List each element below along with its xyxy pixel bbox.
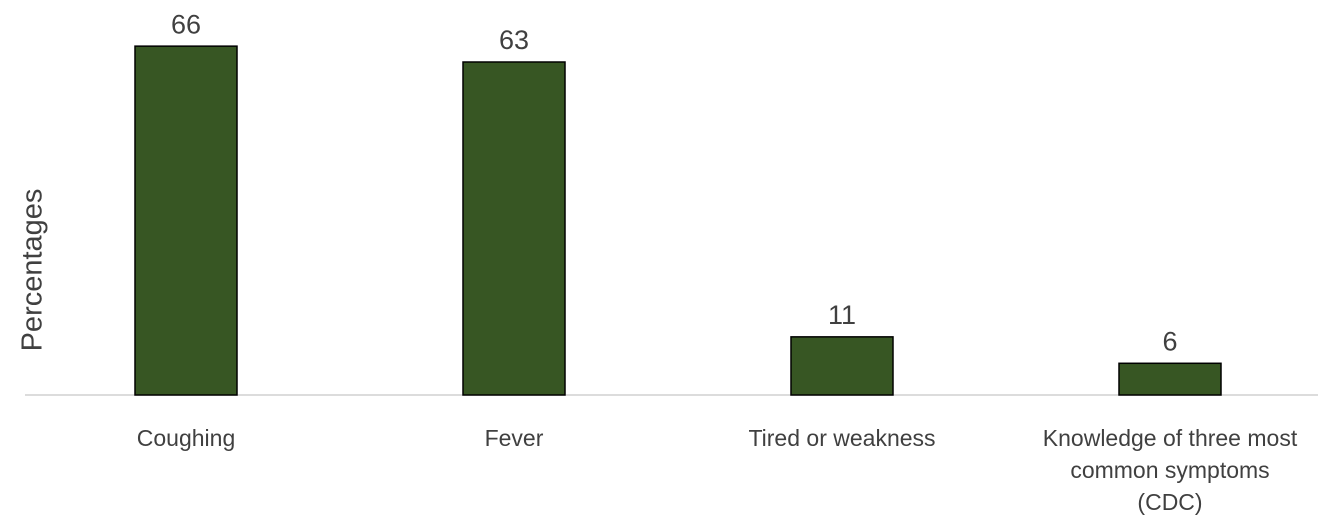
value-label: 66 bbox=[171, 9, 201, 39]
bar bbox=[790, 336, 894, 396]
x-tick-label: Fever bbox=[484, 425, 544, 451]
value-label: 11 bbox=[828, 300, 856, 330]
x-tick-label: Tired or weakness bbox=[748, 425, 936, 451]
value-label: 63 bbox=[499, 25, 529, 55]
x-tick-label: Coughing bbox=[136, 425, 236, 451]
bar bbox=[1118, 362, 1222, 396]
y-axis-label: Percentages bbox=[17, 189, 49, 352]
x-tick-label: Knowledge of three most common symptoms … bbox=[1042, 425, 1298, 515]
value-label: 6 bbox=[1162, 326, 1177, 356]
bar bbox=[134, 45, 238, 396]
bar bbox=[462, 61, 566, 396]
